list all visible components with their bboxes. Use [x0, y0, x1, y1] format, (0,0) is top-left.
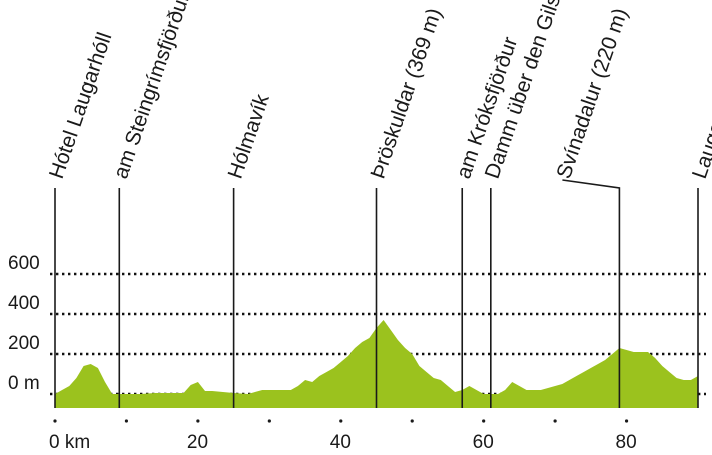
x-tick-label: 80: [616, 432, 637, 453]
marker-line: [562, 179, 621, 408]
x-major-tick: [482, 419, 486, 423]
x-tick-label: 20: [187, 432, 208, 453]
x-tick-label: 40: [330, 432, 351, 453]
route-marker: Hólmavík: [224, 91, 274, 408]
x-major-tick: [624, 419, 629, 423]
x-minor-tick: [553, 419, 557, 423]
x-major-tick: [196, 419, 200, 423]
marker-label: Laugar (Dalahótel): [688, 10, 712, 182]
x-minor-tick: [124, 419, 129, 423]
y-axis-ticks: 0 m 200 400 600: [8, 253, 40, 394]
y-tick-label: 600: [8, 253, 40, 274]
marker-label: Hótel Laugarhóll: [45, 30, 117, 182]
route-marker: am Steingrímsfjörður (Fjord): [109, 0, 217, 408]
y-tick-label: 0 m: [8, 373, 40, 394]
marker-label: Svínadalur (220 m): [552, 5, 632, 181]
x-major-tick: [53, 419, 57, 423]
x-tick-label: 0 km: [49, 432, 90, 453]
y-tick-label: 200: [8, 333, 40, 354]
x-minor-tick: [410, 419, 414, 423]
x-minor-tick: [267, 419, 271, 423]
x-major-tick: [339, 419, 343, 423]
route-marker: Laugar (Dalahótel): [688, 10, 712, 408]
route-marker: Hótel Laugarhóll: [45, 30, 117, 408]
route-marker: Svínadalur (220 m): [552, 5, 632, 408]
marker-label: Hólmavík: [224, 91, 274, 182]
x-tick-label: 60: [473, 432, 494, 453]
marker-label: am Steingrímsfjörður (Fjord): [109, 0, 216, 182]
marker-label: Þröskuldar (369 m): [366, 5, 446, 181]
x-axis-ticks: 0 km 20 40 60 80: [49, 419, 637, 453]
y-tick-label: 400: [8, 293, 40, 314]
